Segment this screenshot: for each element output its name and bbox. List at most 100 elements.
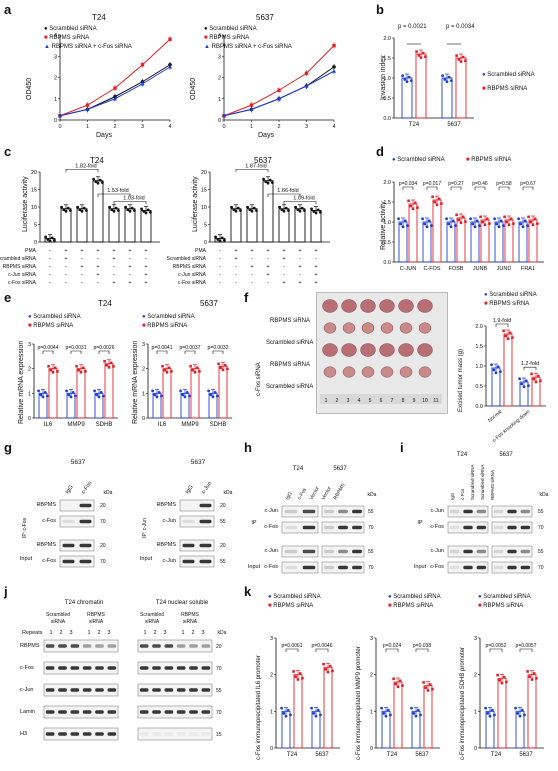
f-tumor [360, 343, 376, 357]
f-rbpms-point [502, 329, 505, 333]
panel-letter-c: c [4, 144, 12, 159]
j-title: T24 nuclear soluble [156, 600, 209, 606]
k-scrambled-point [280, 706, 283, 710]
d-scrambled-point [403, 219, 407, 223]
g-blot-band [62, 519, 75, 524]
e-bar-rbpms [190, 368, 200, 419]
k-sig-bracket [489, 648, 503, 652]
d-scrambled-point [519, 222, 523, 226]
j-blot-soluble-band [176, 710, 186, 714]
f-ytick-label: 0.0 [475, 404, 483, 410]
g-row-label: RBPMS [36, 502, 56, 508]
j-blot-chromatin-membrane [43, 727, 119, 741]
j-blot-chromatin-band [70, 666, 80, 670]
d-rbpms-point [464, 220, 467, 223]
j-repeat-number: 3 [107, 630, 110, 636]
k-rbpms-point [328, 664, 332, 668]
j-blot-soluble-band [152, 732, 161, 736]
d-rbpms-point [440, 202, 443, 205]
j-blot-soluble-band [189, 710, 198, 714]
i-mw-label: 55 [538, 549, 544, 555]
f-rbpms-point [536, 374, 540, 378]
f-ruler-number: 2 [336, 398, 339, 404]
d-rbpms-point [485, 217, 489, 221]
k1-ytick-label: 0 [270, 746, 273, 752]
e-sig-bracket [184, 350, 196, 354]
i-blot-band [520, 509, 530, 514]
d-rbpms-point [512, 222, 515, 225]
b-scrambled-point [443, 78, 447, 81]
c-row-label: c-Jun siRNA [8, 272, 36, 278]
k-scrambled-point [286, 708, 290, 712]
j-mw-label: 55 [216, 688, 222, 694]
e-pvalue: p=0.0031 [66, 345, 87, 351]
c-row-mark: - [219, 280, 221, 286]
h-input-label: Input [248, 564, 261, 570]
h-kda-label: kDa [368, 492, 377, 498]
i-blot-band [450, 565, 460, 570]
h-lane-label: c-Fos [297, 487, 309, 501]
f-tumor [341, 343, 357, 357]
c-bar [230, 208, 242, 243]
a-xtick-label: 3 [305, 124, 308, 130]
c1-ytick-label: 20 [31, 170, 37, 176]
d-pvalue: p=0.034 [399, 181, 417, 187]
e-rbpms-point [109, 361, 113, 365]
e-scrambled-point [153, 393, 157, 397]
e-sig-bracket [98, 350, 110, 354]
c-row-mark: + [314, 280, 317, 286]
d-rbpms-point [435, 203, 439, 207]
g-blot-band [79, 559, 92, 564]
c-point [92, 177, 95, 181]
d-pvalue: p=0.46 [472, 181, 488, 187]
k-rbpms-point [396, 685, 400, 689]
g-mw-label: 20 [100, 543, 106, 549]
f-ytick-label: 2.0 [475, 324, 483, 330]
g-blot-membrane [59, 499, 95, 512]
i-blot-band [494, 525, 504, 530]
k-rbpms-point [532, 672, 536, 675]
c2-ytick-label: 0 [204, 240, 207, 246]
j-blot-chromatin-membrane [43, 661, 119, 675]
g-mw-label: 55 [220, 559, 226, 565]
j-group-label: RBPMS [181, 612, 199, 618]
f-ruler [320, 394, 442, 404]
d-bar-rbpms [456, 217, 466, 263]
d-scrambled-point [430, 224, 433, 228]
g-cell-label: 5637 [71, 459, 86, 466]
d-rbpms-point [536, 222, 539, 225]
f-scrambled-point [520, 382, 524, 386]
k-scrambled-point [410, 706, 413, 710]
e1-ytick-label: 3 [28, 342, 31, 348]
h-blot-band [338, 565, 348, 570]
c-point [236, 206, 240, 210]
c-point [76, 205, 79, 209]
k2-ytick-label: 1 [370, 709, 373, 715]
k-scrambled-point [380, 706, 383, 710]
j-blot-chromatin-band [45, 644, 55, 648]
j-blot-chromatin-band [45, 732, 55, 736]
d-rbpms-point [409, 204, 413, 208]
c-point [232, 208, 236, 212]
a1-ytick-label: 3 [54, 54, 57, 60]
g-blot-band [62, 543, 75, 548]
c2-ytick-label: 5 [204, 223, 207, 229]
j-blot-chromatin-band [95, 666, 104, 670]
c-row-label: RBPMS siRNA [3, 264, 37, 270]
j-blot-chromatin-band [95, 644, 104, 648]
f-tumor [417, 299, 433, 313]
d-bar-rbpms [432, 199, 442, 263]
k-scrambled-point [416, 708, 420, 712]
j-blot-soluble-band [139, 710, 149, 714]
a-xtick-label: 1 [250, 124, 253, 130]
j-blot-soluble-band [189, 666, 198, 670]
c-row-mark: + [250, 264, 253, 270]
j-blot-soluble-band [152, 688, 161, 692]
e-sig-bracket [212, 350, 224, 354]
c-title-t24: T24 [90, 156, 104, 165]
c-row-mark: + [234, 248, 237, 254]
k-rbpms-point [502, 675, 506, 679]
i-blot-band [463, 525, 473, 530]
b-ytick-label: 1.5 [383, 56, 391, 62]
k-scrambled-point [486, 711, 490, 715]
